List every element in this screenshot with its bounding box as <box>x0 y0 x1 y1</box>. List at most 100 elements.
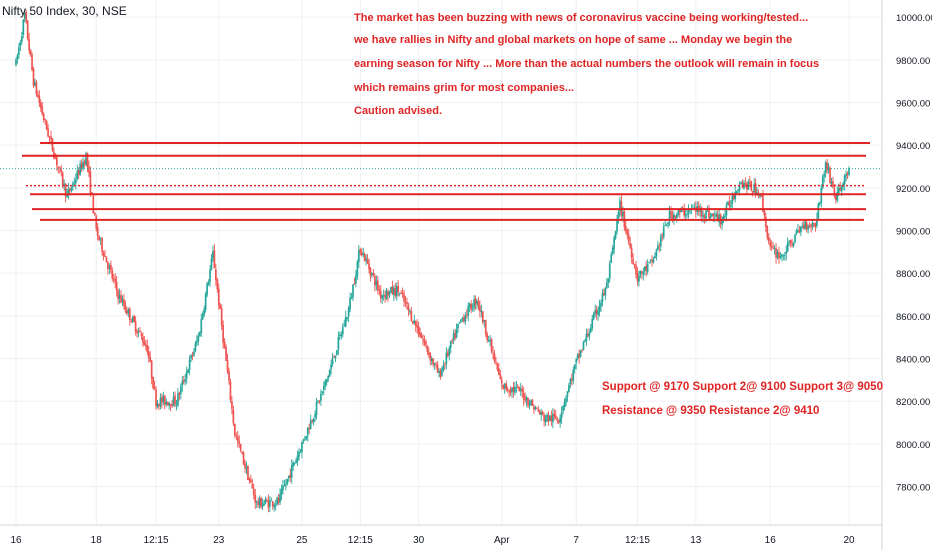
candle-body <box>543 415 545 422</box>
candle-body <box>274 504 277 506</box>
candle-body <box>591 318 594 329</box>
candle-body <box>88 166 90 173</box>
candle-body <box>708 209 710 218</box>
candle-body <box>479 306 481 312</box>
candle-body <box>22 19 25 35</box>
candle-body <box>767 237 770 242</box>
candle-body <box>57 166 60 168</box>
candle-body <box>633 264 636 266</box>
candle-body <box>737 189 739 191</box>
candle-body <box>404 301 407 303</box>
candle-body <box>308 428 311 430</box>
candle-body <box>314 413 316 418</box>
candle-body <box>829 168 831 183</box>
candle-body <box>802 224 805 228</box>
candle-body <box>572 369 575 381</box>
candle-body <box>423 340 426 344</box>
candle-body <box>581 349 583 351</box>
candle-body <box>538 410 541 415</box>
candle-body <box>143 342 146 346</box>
candle-body <box>808 225 811 227</box>
candle-body <box>588 332 591 337</box>
y-tick-label: 8400.00 <box>896 355 930 366</box>
candle-body <box>446 352 449 357</box>
candle-body <box>433 363 436 365</box>
candle-body <box>89 171 92 193</box>
candle-body <box>604 287 607 296</box>
candle-body <box>753 184 756 193</box>
candle-body <box>684 214 687 216</box>
candle-body <box>388 290 391 296</box>
candle-body <box>411 321 414 324</box>
candle-body <box>798 230 801 233</box>
candle-body <box>594 310 597 315</box>
candle-body <box>811 222 814 227</box>
candle-body <box>668 210 671 222</box>
candle-body <box>451 340 454 342</box>
candle-body <box>601 293 604 303</box>
candle-body <box>403 294 405 302</box>
candle-body <box>242 452 245 465</box>
candle-body <box>150 360 153 379</box>
candle-body <box>165 401 168 405</box>
candle-body <box>346 317 349 319</box>
candle-body <box>458 322 461 324</box>
candle-body <box>23 12 26 19</box>
candle-body <box>524 398 526 401</box>
candle-body <box>772 247 774 249</box>
candle-body <box>223 341 226 348</box>
candle-body <box>617 211 620 220</box>
candle-body <box>521 388 524 393</box>
candle-body <box>171 405 173 407</box>
candle-body <box>422 338 424 341</box>
candle-body <box>454 332 456 339</box>
candle-body <box>740 182 742 185</box>
candle-body <box>392 287 395 295</box>
candle-body <box>441 368 443 376</box>
candle-body <box>575 359 578 364</box>
candle-body <box>352 284 354 298</box>
candle-body <box>48 136 51 138</box>
candle-body <box>569 379 572 384</box>
candle-body <box>289 474 292 478</box>
candle-body <box>96 227 99 236</box>
candle-body <box>547 415 550 422</box>
candle-body <box>544 419 547 423</box>
candle-body <box>820 187 823 203</box>
candle-body <box>131 316 134 322</box>
candle-body <box>559 417 561 423</box>
candle-body <box>387 291 389 296</box>
candle-body <box>257 502 260 506</box>
candle-body <box>789 240 792 244</box>
candle-body <box>169 403 172 406</box>
candle-body <box>267 500 270 508</box>
candle-body <box>296 455 299 461</box>
candle-body <box>371 273 373 276</box>
candle-body <box>175 404 178 406</box>
x-tick-label: 23 <box>213 535 225 546</box>
candle-body <box>312 419 315 423</box>
candle-body <box>848 168 850 175</box>
candle-body <box>716 213 719 222</box>
candle-body <box>306 427 309 436</box>
candle-body <box>185 371 188 379</box>
candle-body <box>363 254 366 262</box>
candle-body <box>58 167 61 168</box>
candle-body <box>290 465 293 478</box>
candle-body <box>448 348 451 356</box>
candle-body <box>193 351 195 356</box>
candle-body <box>225 347 227 361</box>
candle-body <box>19 42 22 47</box>
candle-body <box>837 187 840 194</box>
candle-body <box>344 316 347 327</box>
candle-body <box>139 330 141 333</box>
candle-body <box>413 319 416 324</box>
candle-body <box>298 451 300 457</box>
candle-body <box>613 237 615 249</box>
candle-body <box>846 173 849 176</box>
candle-body <box>102 252 105 257</box>
candle-body <box>552 414 554 423</box>
candle-body <box>394 288 397 296</box>
candle-body <box>490 339 493 352</box>
